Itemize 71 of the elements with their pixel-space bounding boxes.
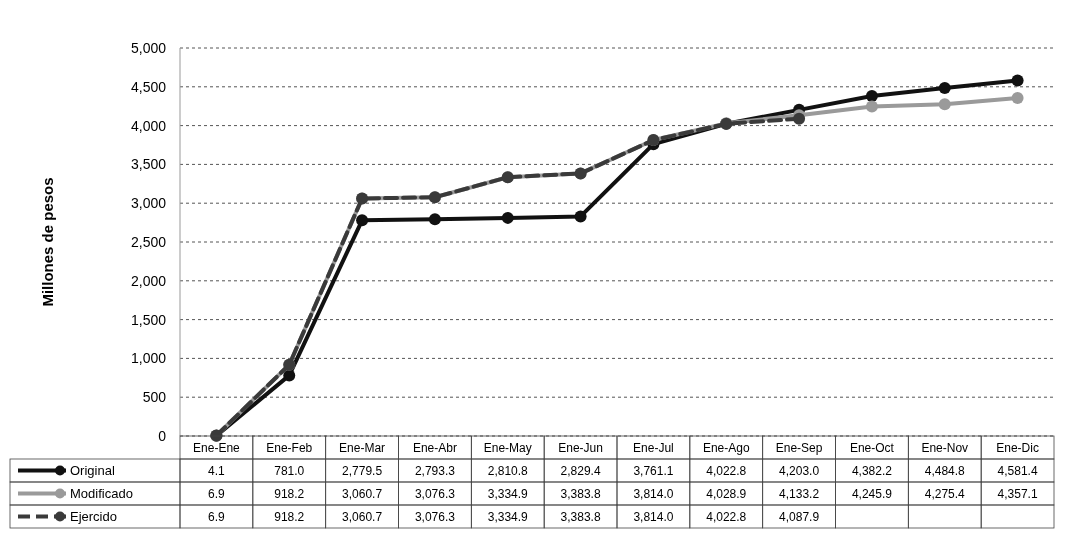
point [574, 210, 587, 223]
data-label: 918.2 [274, 486, 305, 501]
y-tick-label: 3,000 [130, 195, 167, 212]
x-tick-label: Ene-Feb [266, 440, 313, 455]
y-tick-label: 2,500 [130, 233, 167, 250]
point [428, 213, 441, 226]
data-label: 4,087.9 [779, 509, 820, 524]
x-tick-label: Ene-May [483, 440, 532, 455]
data-label: 6.9 [208, 486, 226, 501]
x-tick-label: Ene-Ago [702, 440, 750, 455]
point [865, 89, 878, 102]
data-label: 4.1 [208, 463, 226, 478]
y-tick-label: 500 [142, 389, 167, 406]
x-tick-label: Ene-Ene [193, 440, 241, 455]
x-tick-label: Ene-Abr [412, 440, 457, 455]
x-tick-label: Ene-Sep [775, 440, 823, 455]
data-label: 3,060.7 [342, 486, 383, 501]
data-label: 4,022.8 [706, 463, 747, 478]
data-label: 3,076.3 [414, 486, 456, 501]
y-axis-title: Millones de pesos [39, 177, 56, 307]
y-tick-label: 4,000 [130, 117, 167, 134]
x-tick-label: Ene-Dic [996, 440, 1039, 455]
data-label: 3,761.1 [633, 463, 674, 478]
data-label: 4,581.4 [997, 463, 1038, 478]
data-label: 3,383.8 [560, 486, 601, 501]
y-tick-label: 2,000 [130, 272, 167, 289]
data-label: 3,334.9 [487, 486, 529, 501]
x-tick-label: Ene-Mar [339, 440, 386, 455]
data-label: 781.0 [274, 463, 305, 478]
data-label: 4,028.9 [706, 486, 747, 501]
data-label: 2,793.3 [414, 463, 456, 478]
legend-label: Modificado [70, 486, 133, 502]
data-label: 6.9 [208, 509, 226, 524]
data-label: 4,382.2 [851, 463, 893, 478]
y-tick-label: 1,000 [130, 350, 167, 367]
data-label: 4,133.2 [779, 486, 820, 501]
data-label: 4,275.4 [924, 486, 966, 501]
point [865, 100, 878, 113]
point [283, 369, 296, 382]
data-label: 2,810.8 [487, 463, 529, 478]
point [1011, 91, 1024, 104]
point [938, 81, 951, 94]
legend-label: Ejercido [70, 509, 117, 525]
point [356, 214, 369, 227]
point [1011, 74, 1024, 87]
y-tick-label: 1,500 [130, 311, 167, 328]
point [938, 98, 951, 111]
y-tick-label: 5,000 [130, 39, 167, 56]
data-label: 4,022.8 [706, 509, 747, 524]
point [501, 211, 514, 224]
data-label: 4,357.1 [997, 486, 1038, 501]
legend-label: Original [70, 463, 115, 479]
data-label: 918.2 [274, 509, 305, 524]
y-tick-label: 4,500 [130, 78, 167, 95]
data-label: 3,076.3 [414, 509, 456, 524]
y-tick-label: 0 [158, 427, 167, 444]
data-label: 4,484.8 [924, 463, 966, 478]
data-label: 3,383.8 [560, 509, 601, 524]
x-tick-label: Ene-Jun [558, 440, 603, 455]
data-label: 2,829.4 [560, 463, 601, 478]
data-label: 3,814.0 [633, 486, 674, 501]
data-label: 2,779.5 [342, 463, 383, 478]
data-label: 3,814.0 [633, 509, 674, 524]
data-label: 4,203.0 [779, 463, 820, 478]
data-label: 3,060.7 [342, 509, 383, 524]
data-label: 3,334.9 [487, 509, 529, 524]
data-label: 4,245.9 [851, 486, 893, 501]
y-tick-label: 3,500 [130, 156, 167, 173]
x-tick-label: Ene-Nov [921, 440, 969, 455]
x-tick-label: Ene-Jul [633, 440, 674, 455]
x-tick-label: Ene-Oct [849, 440, 895, 455]
